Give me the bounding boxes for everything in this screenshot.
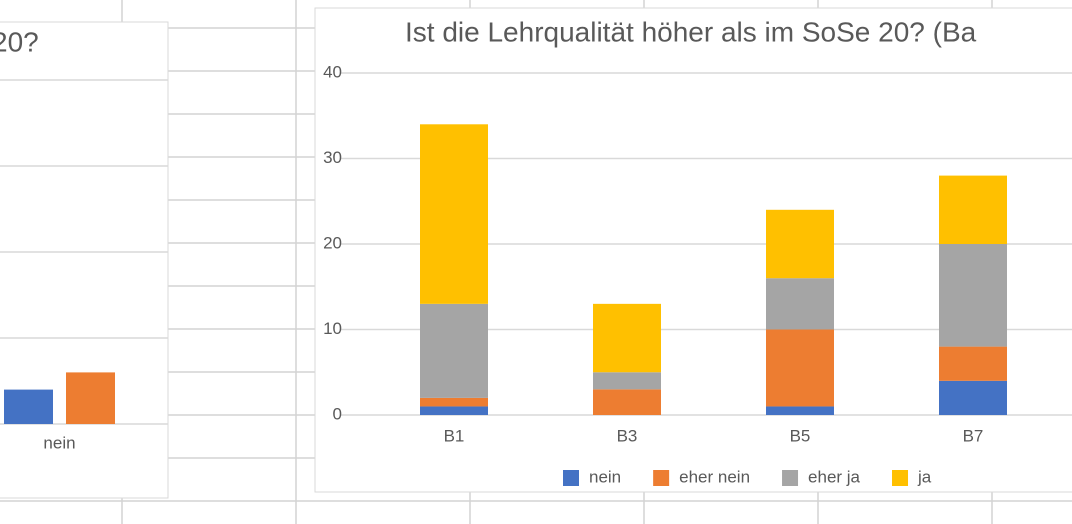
chart-title: 20? <box>0 26 39 57</box>
bar-segment <box>766 209 834 279</box>
legend-label: nein <box>589 467 621 486</box>
bar-segment <box>420 406 488 415</box>
bar-segment <box>593 303 661 373</box>
y-tick-label: 40 <box>323 62 342 81</box>
bar-segment <box>939 175 1007 244</box>
legend-swatch <box>892 470 909 486</box>
x-tick-label: B5 <box>790 426 811 445</box>
y-tick-label: 10 <box>323 319 342 338</box>
legend-swatch <box>653 470 670 486</box>
bar-segment <box>939 380 1007 415</box>
chart-title: Ist die Lehrqualität höher als im SoSe 2… <box>405 16 977 47</box>
y-tick-label: 30 <box>323 148 342 167</box>
y-tick-label: 20 <box>323 233 342 252</box>
x-tick-label: B1 <box>444 426 465 445</box>
x-tick-label: B7 <box>963 426 984 445</box>
legend-label: ja <box>917 467 932 486</box>
bar-segment <box>766 329 834 407</box>
y-tick-label: 0 <box>333 404 342 423</box>
bar-segment <box>766 278 834 330</box>
bar-segment <box>593 372 661 390</box>
bar-segment <box>939 244 1007 347</box>
legend-swatch <box>782 470 799 486</box>
bar-segment <box>593 389 661 415</box>
bar-segment <box>420 303 488 398</box>
legend-swatch <box>563 470 579 486</box>
x-tick-label: B3 <box>617 426 638 445</box>
bar-segment <box>420 397 488 407</box>
x-tick-label: nein <box>43 433 75 452</box>
bar-segment <box>420 124 488 304</box>
bar <box>4 389 53 424</box>
legend-label: eher ja <box>808 467 861 486</box>
bar-segment <box>939 346 1007 381</box>
bar-segment <box>766 406 834 415</box>
legend-label: eher nein <box>679 467 750 486</box>
bar <box>66 372 115 424</box>
